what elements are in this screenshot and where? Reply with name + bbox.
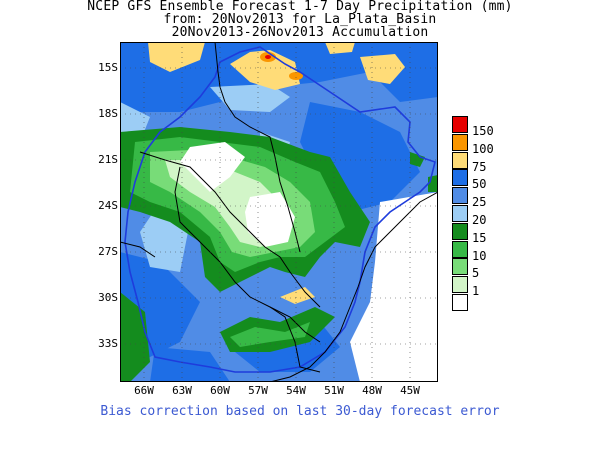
legend-label: 1 <box>472 284 480 299</box>
lon-tick-label: 57W <box>248 384 268 397</box>
map-title-line-2: from: 20Nov2013 for La_Plata_Basin <box>163 12 437 27</box>
legend-swatch <box>452 222 468 240</box>
legend-label: 25 <box>472 195 487 210</box>
lon-tick-label: 63W <box>172 384 192 397</box>
bias-correction-note: Bias correction based on last 30-day for… <box>100 404 500 419</box>
lon-tick-label: 66W <box>134 384 154 397</box>
lat-tick-label: 27S <box>98 245 118 258</box>
legend-swatch <box>452 151 468 169</box>
lat-tick-label: 30S <box>98 291 118 304</box>
legend-label: 150 <box>472 124 494 138</box>
legend-swatch <box>452 205 468 222</box>
map-title-line-1: NCEP GFS Ensemble Forecast 1-7 Day Preci… <box>87 0 513 14</box>
map-title-line-3: 20Nov2013-26Nov2013 Accumulation <box>171 25 429 40</box>
lon-tick-label: 60W <box>210 384 230 397</box>
lon-tick-label: 54W <box>286 384 306 397</box>
legend-label: 100 <box>472 141 494 156</box>
precip-zone-150 <box>265 55 271 59</box>
lat-tick-label: 15S <box>98 61 118 74</box>
legend-swatch <box>452 276 468 294</box>
legend-label: 20 <box>472 213 487 227</box>
legend-swatch <box>452 116 468 133</box>
map-border <box>120 42 438 382</box>
legend-swatch <box>452 187 468 205</box>
lat-tick-label: 33S <box>98 337 118 350</box>
legend-swatch <box>452 133 468 151</box>
legend-swatch <box>452 240 468 258</box>
precipitation-map <box>120 42 438 382</box>
lat-tick-label: 18S <box>98 107 118 120</box>
legend-label: 75 <box>472 159 487 174</box>
legend-label: 10 <box>472 248 487 263</box>
country-borders <box>120 42 321 373</box>
legend-swatch <box>452 258 468 276</box>
legend-label: 50 <box>472 177 487 192</box>
legend-swatch <box>452 169 468 187</box>
coastline <box>269 191 438 382</box>
lat-tick-label: 21S <box>98 153 118 166</box>
legend-label: 5 <box>472 266 480 281</box>
precip-zone-75 <box>148 42 405 304</box>
lon-tick-label: 51W <box>324 384 344 397</box>
color-legend: 150 100 75 50 25 20 15 10 5 1 <box>452 116 512 312</box>
legend-label: 15 <box>472 230 487 245</box>
lon-tick-label: 48W <box>362 384 382 397</box>
lat-tick-label: 24S <box>98 199 118 212</box>
basin-boundary <box>124 46 436 373</box>
lon-tick-label: 45W <box>400 384 420 397</box>
legend-swatch <box>452 294 468 311</box>
graticule <box>120 42 438 382</box>
precip-zone-none <box>180 142 438 382</box>
